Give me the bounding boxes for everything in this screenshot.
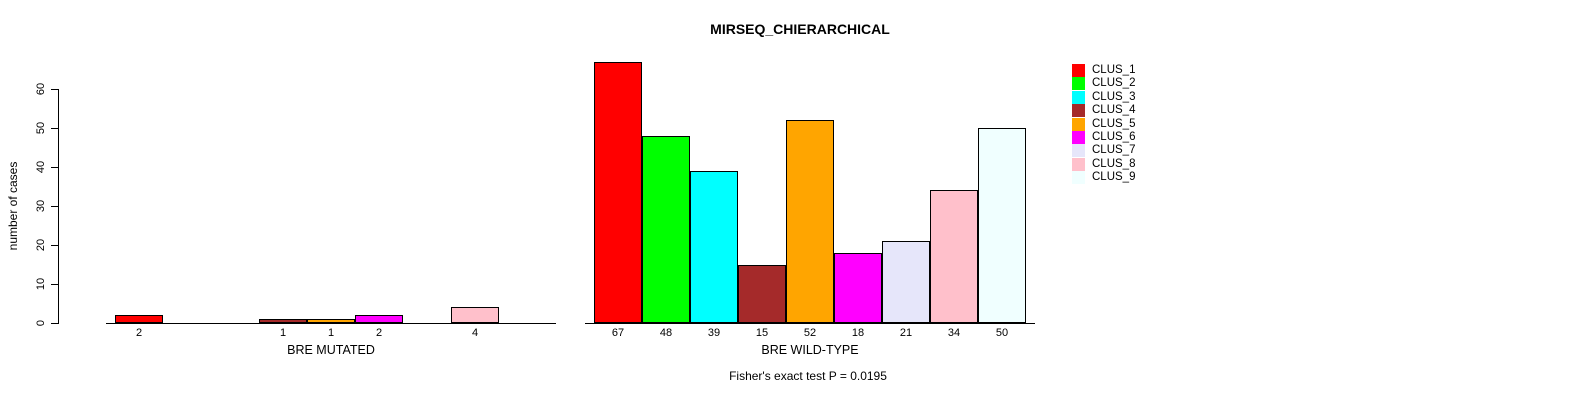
bar-value-label: 2 — [375, 327, 383, 339]
y-axis-title: number of cases — [6, 161, 20, 251]
bar-clus_8 — [930, 190, 978, 323]
legend-item-clus_3: CLUS_3 — [1072, 90, 1136, 104]
bar-value-label: 34 — [947, 327, 961, 339]
y-tick-label: 60 — [35, 82, 47, 96]
bar-clus_1 — [115, 315, 163, 323]
legend-swatch-icon — [1072, 104, 1085, 118]
legend-swatch-icon — [1072, 64, 1085, 77]
legend-label: CLUS_1 — [1092, 64, 1136, 76]
bar-value-label: 39 — [707, 327, 721, 339]
bar-clus_2 — [642, 135, 690, 323]
y-tick-mark — [51, 206, 58, 207]
y-tick-label: 30 — [35, 199, 47, 213]
bar-value-label: 1 — [327, 327, 335, 339]
legend-label: CLUS_4 — [1092, 104, 1136, 117]
legend-swatch-icon — [1072, 90, 1085, 104]
bar-clus_9 — [978, 128, 1026, 323]
fisher-test-caption: Fisher's exact test P = 0.0195 — [729, 369, 887, 383]
x-axis-line-wildtype — [585, 323, 1035, 324]
legend-swatch-icon — [1072, 157, 1085, 171]
bar-value-label: 50 — [995, 327, 1009, 339]
legend-label: CLUS_2 — [1092, 77, 1136, 90]
bar-value-label: 15 — [755, 327, 769, 339]
legend-item-clus_1: CLUS_1 — [1072, 64, 1135, 77]
y-tick-label: 0 — [35, 319, 47, 327]
y-tick-mark — [51, 128, 58, 129]
y-axis-line — [58, 89, 59, 324]
bar-value-label: 2 — [135, 327, 143, 339]
y-tick-mark — [51, 284, 58, 285]
bar-clus_1 — [594, 61, 642, 323]
bar-clus_6 — [834, 252, 882, 323]
bar-value-label: 48 — [659, 327, 673, 339]
y-tick-label: 40 — [35, 160, 47, 174]
y-tick-mark — [51, 323, 58, 324]
chart-title: MIRSEQ_CHIERARCHICAL — [710, 21, 890, 37]
bar-value-label: 18 — [851, 327, 865, 339]
y-tick-label: 10 — [35, 277, 47, 291]
legend-swatch-icon — [1072, 171, 1085, 185]
legend-label: CLUS_8 — [1092, 157, 1136, 170]
legend-label: CLUS_7 — [1092, 144, 1136, 157]
bar-value-label: 1 — [279, 327, 287, 339]
legend-swatch-icon — [1072, 117, 1085, 131]
legend-item-clus_2: CLUS_2 — [1072, 77, 1136, 91]
y-tick-mark — [51, 89, 58, 90]
legend-label: CLUS_6 — [1092, 131, 1136, 143]
x-axis-title-wildtype: BRE WILD-TYPE — [761, 343, 859, 357]
bar-clus_7 — [882, 241, 930, 323]
bar-clus_4 — [259, 319, 307, 323]
legend: CLUS_1 CLUS_2 CLUS_3 CLUS_4 CLUS_5 CLUS_6 CLUS… — [1072, 64, 1192, 194]
y-tick-label: 50 — [35, 121, 47, 135]
legend-item-clus_7: CLUS_7 — [1072, 144, 1136, 158]
legend-swatch-icon — [1072, 144, 1085, 158]
bar-clus_6 — [355, 315, 403, 323]
bar-value-label: 67 — [611, 327, 625, 339]
bar-value-label: 52 — [803, 327, 817, 339]
y-tick-mark — [51, 245, 58, 246]
legend-item-clus_5: CLUS_5 — [1072, 117, 1136, 131]
bar-clus_3 — [690, 170, 738, 323]
legend-item-clus_4: CLUS_4 — [1072, 104, 1136, 118]
bar-clus_4 — [738, 264, 786, 323]
legend-swatch-icon — [1072, 77, 1085, 91]
legend-item-clus_8: CLUS_8 — [1072, 157, 1136, 171]
legend-label: CLUS_3 — [1092, 90, 1136, 103]
x-axis-title-mutated: BRE MUTATED — [287, 343, 375, 357]
legend-swatch-icon — [1072, 131, 1085, 144]
y-tick-label: 20 — [35, 238, 47, 252]
bar-clus_8 — [451, 307, 499, 323]
legend-item-clus_9: CLUS_9 — [1072, 171, 1136, 185]
bar-value-label: 21 — [899, 327, 913, 339]
y-tick-mark — [51, 167, 58, 168]
bar-clus_5 — [307, 319, 355, 323]
legend-label: CLUS_5 — [1092, 117, 1136, 130]
bar-value-label: 4 — [471, 327, 479, 339]
bar-clus_5 — [786, 120, 834, 323]
legend-item-clus_6: CLUS_6 — [1072, 131, 1135, 144]
x-axis-line-mutated — [106, 323, 556, 324]
legend-label: CLUS_9 — [1092, 171, 1136, 184]
